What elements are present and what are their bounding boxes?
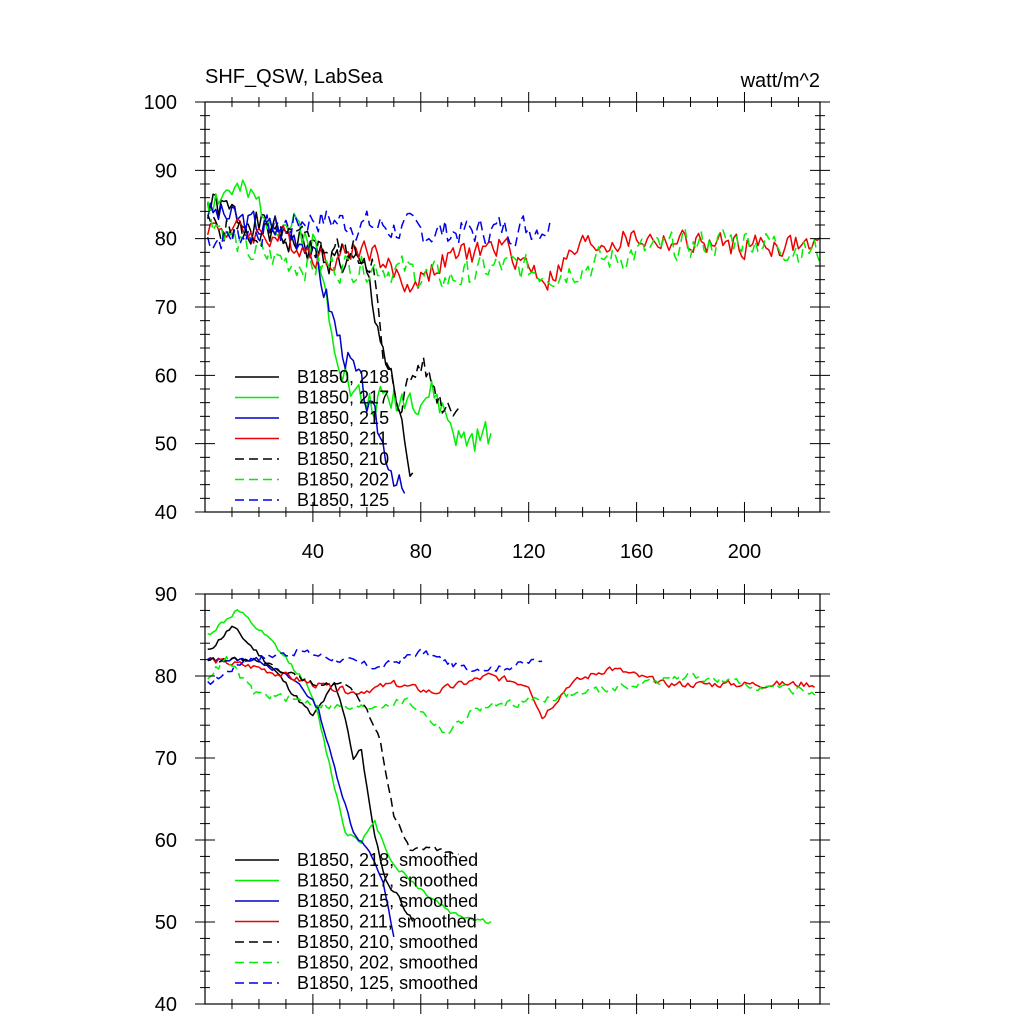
y-tick-label: 50 bbox=[155, 912, 177, 934]
legend-entry-4: B1850, 210 bbox=[297, 449, 389, 469]
plot-frame bbox=[204, 593, 821, 1005]
x-tick-label: 120 bbox=[512, 541, 545, 563]
series-lines bbox=[207, 609, 816, 938]
y-tick-label: 50 bbox=[155, 434, 177, 456]
y-tick-label: 80 bbox=[155, 229, 177, 251]
x-tick-label: 80 bbox=[410, 541, 432, 563]
y-tick-label: 90 bbox=[155, 584, 177, 606]
legend-entry-6: B1850, 125 bbox=[297, 490, 389, 510]
series-line-0 bbox=[207, 625, 414, 922]
legend-entry-1: B1850, 217 bbox=[297, 388, 389, 408]
series-line-5 bbox=[206, 205, 820, 289]
series-lines bbox=[206, 179, 820, 494]
chart-title: SHF_QSW, LabSea bbox=[205, 66, 384, 88]
legend-entry-5: B1850, 202 bbox=[297, 470, 389, 490]
y-tick-label: 80 bbox=[155, 666, 177, 688]
legend-entry-4: B1850, 210, smoothed bbox=[297, 932, 478, 952]
series-line-4 bbox=[207, 214, 460, 417]
series-line-6 bbox=[207, 648, 543, 685]
y-tick-label: 100 bbox=[144, 92, 177, 114]
y-tick-label: 70 bbox=[155, 297, 177, 319]
series-line-1 bbox=[207, 609, 492, 925]
legend-entry-6: B1850, 125, smoothed bbox=[297, 973, 478, 993]
y-tick-label: 40 bbox=[155, 502, 177, 524]
legend-entry-2: B1850, 215, smoothed bbox=[297, 891, 478, 911]
y-tick-label: 70 bbox=[155, 748, 177, 770]
axis-ticks bbox=[195, 584, 830, 1014]
x-tick-label: 40 bbox=[302, 541, 324, 563]
y-tick-label: 60 bbox=[155, 830, 177, 852]
series-line-1 bbox=[206, 179, 492, 452]
legend-entry-5: B1850, 202, smoothed bbox=[297, 953, 478, 973]
legend-entry-3: B1850, 211 bbox=[297, 429, 388, 449]
series-line-4 bbox=[207, 656, 459, 856]
x-tick-label: 200 bbox=[728, 541, 761, 563]
legend-entry-0: B1850, 218, smoothed bbox=[297, 850, 478, 870]
series-line-5 bbox=[207, 655, 816, 736]
legend-entry-0: B1850, 218 bbox=[297, 367, 389, 387]
y-tick-label: 40 bbox=[155, 994, 177, 1016]
series-line-6 bbox=[206, 210, 551, 250]
x-tick-label: 160 bbox=[620, 541, 653, 563]
series-line-2 bbox=[207, 656, 395, 938]
legend-entry-2: B1850, 215 bbox=[297, 408, 389, 428]
legend-entry-3: B1850, 211, smoothed bbox=[297, 912, 477, 932]
series-line-3 bbox=[207, 657, 815, 720]
legend-entry-1: B1850, 217, smoothed bbox=[297, 871, 478, 891]
axis-ticks bbox=[195, 92, 830, 522]
y-tick-label: 60 bbox=[155, 365, 177, 387]
y-tick-label: 90 bbox=[155, 160, 177, 182]
units-label: watt/m^2 bbox=[740, 70, 820, 92]
